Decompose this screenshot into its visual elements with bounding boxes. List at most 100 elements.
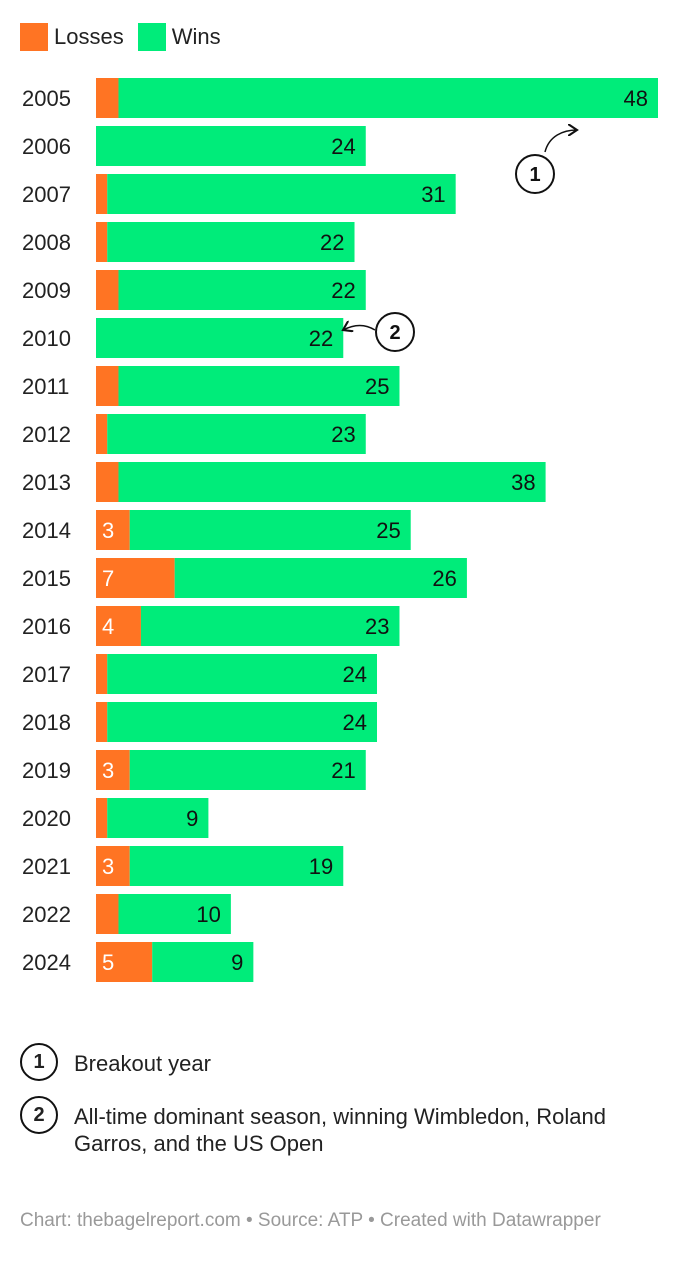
bar-wins — [174, 558, 467, 598]
bar-wins — [118, 270, 366, 310]
losses-value-label: 7 — [102, 566, 114, 591]
annotation-notes: 1 Breakout year 2 All-time dominant seas… — [20, 1043, 660, 1183]
bar-wins — [107, 222, 355, 262]
wins-value-label: 31 — [421, 182, 445, 207]
bar-wins — [152, 942, 254, 982]
year-label: 2021 — [22, 854, 71, 879]
note-1: 1 Breakout year — [20, 1043, 660, 1081]
note-1-text: Breakout year — [74, 1051, 211, 1076]
bar-wins — [129, 846, 344, 886]
bar-wins — [96, 126, 366, 166]
bar-wins — [140, 606, 400, 646]
wins-value-label: 24 — [331, 134, 355, 159]
wins-value-label: 9 — [186, 806, 198, 831]
bar-losses — [96, 558, 175, 598]
bar-losses — [96, 174, 108, 214]
wins-value-label: 21 — [331, 758, 355, 783]
bar-wins — [118, 462, 546, 502]
losses-value-label: 3 — [102, 518, 114, 543]
wins-value-label: 26 — [432, 566, 456, 591]
wins-value-label: 22 — [320, 230, 344, 255]
annotation-2-arrow — [343, 326, 376, 331]
bar-wins — [129, 750, 366, 790]
legend-swatch-wins — [137, 23, 166, 51]
wins-value-label: 25 — [376, 518, 400, 543]
bar-wins — [118, 894, 231, 934]
year-label: 2024 — [22, 950, 71, 975]
year-label: 2013 — [22, 470, 71, 495]
wins-value-label: 10 — [196, 902, 220, 927]
wins-value-label: 23 — [331, 422, 355, 447]
bar-wins — [107, 702, 378, 742]
year-label: 2011 — [22, 374, 69, 399]
bar-losses — [96, 270, 119, 310]
year-label: 2016 — [22, 614, 71, 639]
wins-value-label: 9 — [231, 950, 243, 975]
year-label: 2008 — [22, 230, 71, 255]
bar-wins — [107, 414, 366, 454]
year-label: 2019 — [22, 758, 71, 783]
bar-losses — [96, 702, 108, 742]
legend-label-losses: Losses — [54, 24, 124, 49]
year-label: 2007 — [22, 182, 71, 207]
bar-losses — [96, 78, 119, 118]
wins-value-label: 38 — [511, 470, 535, 495]
bar-wins — [107, 798, 209, 838]
bar-wins — [107, 174, 456, 214]
losses-value-label: 3 — [102, 758, 114, 783]
wins-value-label: 25 — [365, 374, 389, 399]
wins-value-label: 19 — [309, 854, 333, 879]
annotation-1-arrow — [544, 130, 577, 153]
annotation-2-marker — [375, 312, 415, 352]
year-label: 2012 — [22, 422, 71, 447]
losses-value-label: 4 — [102, 614, 114, 639]
legend-label-wins: Wins — [171, 24, 221, 49]
annotation-1-marker — [515, 154, 555, 194]
year-label: 2014 — [22, 518, 71, 543]
year-label: 2005 — [22, 86, 71, 111]
year-label: 2015 — [22, 566, 71, 591]
legend: Losses Wins — [20, 22, 235, 52]
wins-value-label: 24 — [343, 710, 367, 735]
year-label: 2017 — [22, 662, 71, 687]
year-label: 2022 — [22, 902, 71, 927]
wins-value-label: 22 — [309, 326, 333, 351]
bar-wins — [129, 510, 411, 550]
bar-losses — [96, 222, 108, 262]
bar-wins — [118, 366, 400, 406]
year-label: 2020 — [22, 806, 71, 831]
year-label: 2010 — [22, 326, 71, 351]
legend-item-wins: Wins — [137, 23, 221, 51]
losses-value-label: 3 — [102, 854, 114, 879]
bar-wins — [118, 78, 659, 118]
bar-wins — [107, 654, 378, 694]
losses-value-label: 5 — [102, 950, 114, 975]
annotations-group: 12 — [343, 130, 577, 352]
legend-item-losses: Losses — [20, 23, 124, 51]
bar-losses — [96, 414, 108, 454]
wins-value-label: 24 — [343, 662, 367, 687]
note-2: 2 All-time dominant season, winning Wimb… — [20, 1096, 660, 1157]
wins-value-label: 48 — [624, 86, 648, 111]
bar-losses — [96, 846, 130, 886]
year-label: 2009 — [22, 278, 71, 303]
bar-losses — [96, 606, 141, 646]
source-footer: Chart: thebagelreport.com • Source: ATP … — [20, 1210, 601, 1231]
bar-losses — [96, 510, 130, 550]
bar-losses — [96, 750, 130, 790]
wins-value-label: 23 — [365, 614, 389, 639]
bar-losses — [96, 798, 108, 838]
note-2-text: All-time dominant season, winning Wimble… — [74, 1104, 606, 1156]
note-2-number: 2 — [20, 1096, 58, 1134]
bar-losses — [96, 462, 119, 502]
note-1-number: 1 — [20, 1043, 58, 1081]
bar-losses — [96, 654, 108, 694]
bar-wins — [96, 318, 344, 358]
bar-losses — [96, 942, 153, 982]
annotation-2-number: 2 — [389, 322, 400, 344]
year-label: 2018 — [22, 710, 71, 735]
wins-value-label: 22 — [331, 278, 355, 303]
bar-losses — [96, 894, 119, 934]
